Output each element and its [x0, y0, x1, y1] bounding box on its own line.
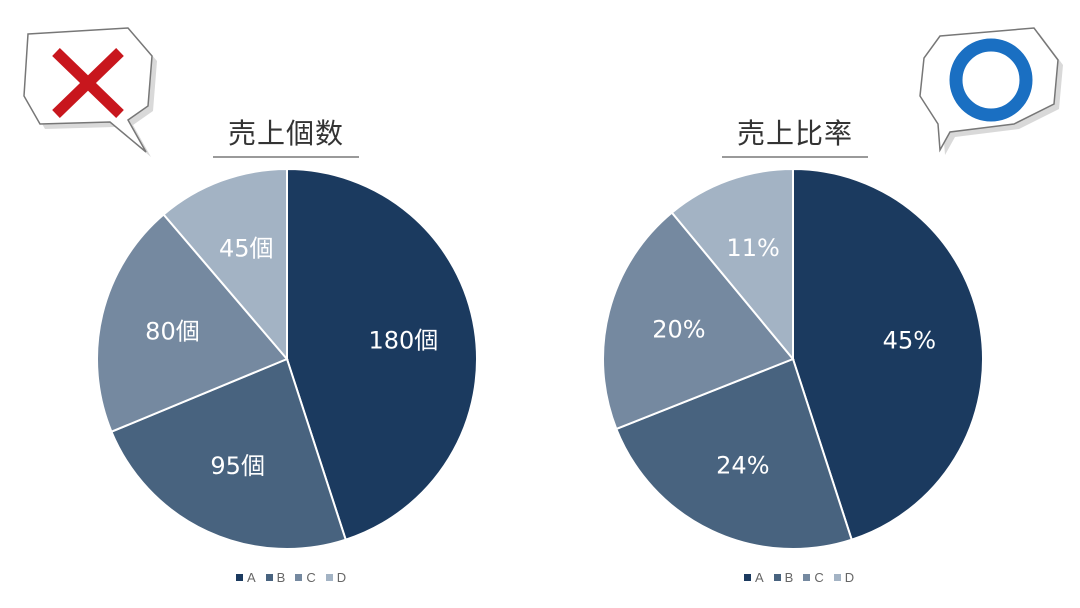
legend-swatch [773, 573, 781, 581]
legend-item-c: C [295, 567, 316, 587]
slice-label-a: 45% [883, 327, 936, 355]
legend-label: A [247, 569, 256, 585]
speech-bubble-good [919, 27, 1063, 155]
legend-item-c: C [803, 567, 824, 587]
legend-label: D [844, 569, 855, 585]
legend-swatch [833, 573, 841, 581]
legend-swatch [325, 573, 333, 581]
chart-legend: A B C D [744, 567, 854, 587]
legend-label: B [784, 569, 794, 585]
slice-label-c: 20% [652, 316, 705, 344]
legend-item-a: A [236, 567, 256, 587]
chart-title: 売上個数 [213, 112, 359, 158]
legend-item-a: A [744, 567, 764, 587]
chart-panel-left: 売上個数 180個 95個 80個 45個 A B C D [23, 27, 478, 587]
legend-swatch [236, 573, 243, 581]
pie-chart-ratio: 45% 24% 20% 11% [602, 167, 984, 550]
chart-title: 売上比率 [722, 112, 868, 158]
pie-slice-a [286, 167, 478, 541]
legend-label: B [276, 569, 286, 585]
legend-item-b: B [265, 567, 286, 587]
slice-label-b: 24% [716, 452, 769, 480]
legend-swatch [295, 573, 303, 581]
slice-label-a: 180個 [368, 327, 438, 355]
legend-swatch [265, 573, 273, 581]
cross-icon [52, 48, 124, 118]
slice-label-d: 45個 [219, 234, 274, 262]
legend-swatch [744, 573, 751, 581]
speech-bubble-bad [23, 27, 157, 157]
pie-slice-c [602, 211, 795, 431]
slice-label-c: 80個 [145, 318, 200, 346]
pie-slice-d [670, 167, 794, 362]
legend-label: A [755, 569, 764, 585]
legend-item-d: D [325, 567, 347, 587]
chart-panel-right: 売上比率 45% 24% 20% 11% A B C D [540, 0, 1080, 608]
pie-chart-units: 180個 95個 80個 45個 [96, 167, 478, 550]
legend-label: C [814, 569, 824, 585]
chart-legend: A B C D [236, 567, 346, 587]
legend-label: C [306, 569, 316, 585]
pie-slice-c [96, 213, 289, 434]
pie-slice-b [110, 357, 347, 550]
slice-label-b: 95個 [210, 452, 265, 480]
circle-icon [949, 38, 1033, 122]
legend-item-b: B [773, 567, 794, 587]
slice-label-d: 11% [726, 234, 779, 262]
pie-slice-a [792, 167, 984, 541]
legend-item-d: D [833, 567, 855, 587]
legend-label: D [336, 569, 347, 585]
pie-slice-d [162, 167, 288, 362]
legend-swatch [803, 573, 811, 581]
